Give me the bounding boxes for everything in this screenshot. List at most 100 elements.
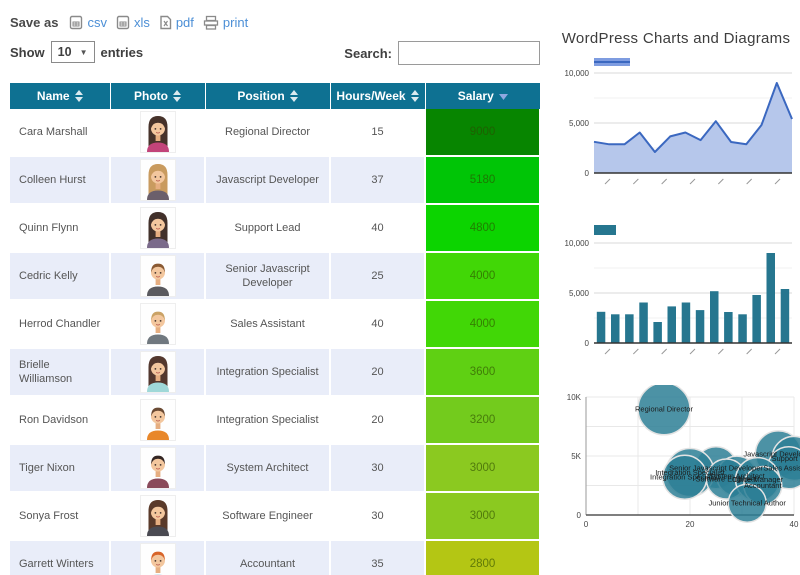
cell-salary: 4000 (425, 252, 541, 301)
svg-text:0: 0 (585, 169, 590, 178)
column-header-salary[interactable]: Salary (425, 83, 540, 109)
svg-text:10,000: 10,000 (565, 239, 590, 248)
header-label: Name (36, 89, 70, 103)
table-controls: Show 10 ▼ entries Search: (10, 41, 540, 71)
cell-photo (110, 300, 206, 349)
cell-name: Sonya Frost (10, 492, 111, 541)
cell-photo (110, 109, 206, 157)
avatar (140, 208, 175, 248)
export-xls-link[interactable]: xls (116, 15, 150, 30)
export-pdf-label: pdf (175, 14, 194, 30)
cell-name: Cara Marshall (10, 109, 111, 157)
cell-name: Colleen Hurst (10, 156, 111, 205)
save-as-label: Save as (10, 14, 59, 30)
search-label: Search: (344, 45, 392, 61)
svg-text:0: 0 (577, 511, 582, 520)
svg-text:Sales Assistant: Sales Assistant (763, 463, 800, 472)
table-row: Garrett Winters Accountant 35 2800 (10, 540, 541, 575)
svg-text:5,000: 5,000 (569, 289, 590, 298)
file-csv-icon (69, 15, 83, 30)
avatar (140, 160, 175, 200)
cell-salary: 4000 (425, 300, 541, 349)
cell-position: Integration Specialist (205, 348, 331, 397)
avatar (140, 496, 175, 536)
table-row: Cedric Kelly Senior Javascript Developer… (10, 252, 541, 301)
cell-hours: 20 (330, 348, 426, 397)
cell-hours: 25 (330, 252, 426, 301)
sort-both-icon (173, 90, 181, 102)
file-xls-icon (116, 15, 130, 30)
cell-position: System Architect (205, 444, 331, 493)
avatar (140, 304, 175, 344)
charts-title: WordPress Charts and Diagrams (561, 30, 791, 47)
svg-text:Support Lead: Support Lead (771, 454, 800, 463)
svg-text:10K: 10K (567, 393, 582, 402)
file-pdf-icon (159, 15, 172, 30)
cell-photo (110, 156, 206, 205)
show-label: Show (10, 44, 45, 60)
search-control: Search: (344, 41, 540, 65)
svg-text:Integration Specialist: Integration Specialist (650, 473, 721, 482)
table-row: Brielle Williamson Integration Specialis… (10, 348, 541, 397)
column-header-name[interactable]: Name (10, 83, 111, 109)
cell-photo (110, 444, 206, 493)
cell-salary: 3600 (425, 348, 541, 397)
svg-text:Javascript Developer: Javascript Developer (743, 449, 800, 458)
sort-both-icon (74, 90, 83, 102)
column-header-position[interactable]: Position (205, 83, 331, 109)
export-print-link[interactable]: print (203, 15, 248, 30)
svg-text:Regional Director: Regional Director (635, 404, 693, 413)
cell-hours: 40 (330, 300, 426, 349)
avatar (140, 112, 175, 152)
charts-panel: WordPress Charts and Diagrams 0 5,000 10,0… (552, 30, 800, 537)
cell-position: Sales Assistant (205, 300, 331, 349)
svg-text:40: 40 (790, 520, 799, 529)
search-input[interactable] (398, 41, 540, 65)
export-csv-label: csv (87, 14, 107, 30)
cell-photo (110, 492, 206, 541)
table-header-row: Name Photo Position Hours/Week Salary (10, 83, 540, 109)
svg-text:System Architect: System Architect (709, 472, 766, 481)
cell-hours: 37 (330, 156, 426, 205)
table-row: Tiger Nixon System Architect 30 3000 (10, 444, 541, 493)
column-header-hours[interactable]: Hours/Week (330, 83, 426, 109)
table-row: Cara Marshall Regional Director 15 9000 (10, 109, 541, 157)
svg-text:20: 20 (686, 520, 695, 529)
cell-name: Brielle Williamson (10, 348, 111, 397)
sort-both-icon (410, 90, 419, 102)
sort-both-icon (289, 90, 298, 102)
cell-name: Quinn Flynn (10, 204, 111, 253)
entries-suffix-label: entries (100, 44, 144, 60)
export-csv-link[interactable]: csv (69, 15, 107, 30)
table-body: Cara Marshall Regional Director 15 9000 … (10, 109, 541, 575)
svg-text:Office Manager: Office Manager (732, 475, 784, 484)
table-row: Quinn Flynn Support Lead 40 4800 (10, 204, 541, 253)
cell-salary: 3200 (425, 396, 541, 445)
sort-desc-icon (498, 93, 508, 100)
header-label: Position (237, 89, 285, 103)
cell-position: Senior Javascript Developer (205, 252, 331, 301)
cell-position: Software Engineer (205, 492, 331, 541)
avatar (140, 256, 175, 296)
cell-salary: 2800 (425, 540, 541, 575)
table-row: Ron Davidson Integration Specialist 20 3… (10, 396, 541, 445)
header-label: Hours/Week (336, 89, 406, 103)
svg-text:Accountant: Accountant (744, 481, 782, 490)
entries-select[interactable]: 10 ▼ (50, 41, 95, 63)
cell-hours: 15 (330, 109, 426, 157)
svg-text:Software Engineer: Software Engineer (696, 475, 758, 484)
export-toolbar: Save as csv xls pdf print (10, 12, 540, 32)
table-row: Sonya Frost Software Engineer 30 3000 (10, 492, 541, 541)
cell-name: Tiger Nixon (10, 444, 111, 493)
export-pdf-link[interactable]: pdf (159, 15, 194, 30)
header-label: Salary (457, 89, 494, 103)
cell-photo (110, 204, 206, 253)
cell-hours: 40 (330, 204, 426, 253)
cell-photo (110, 396, 206, 445)
cell-name: Ron Davidson (10, 396, 111, 445)
cell-photo (110, 540, 206, 575)
column-header-photo[interactable]: Photo (110, 83, 206, 109)
cell-salary: 5180 (425, 156, 541, 205)
bubble-chart: 0 5K 10K 0 20 40 Regional Director Javascript D… (567, 385, 800, 529)
